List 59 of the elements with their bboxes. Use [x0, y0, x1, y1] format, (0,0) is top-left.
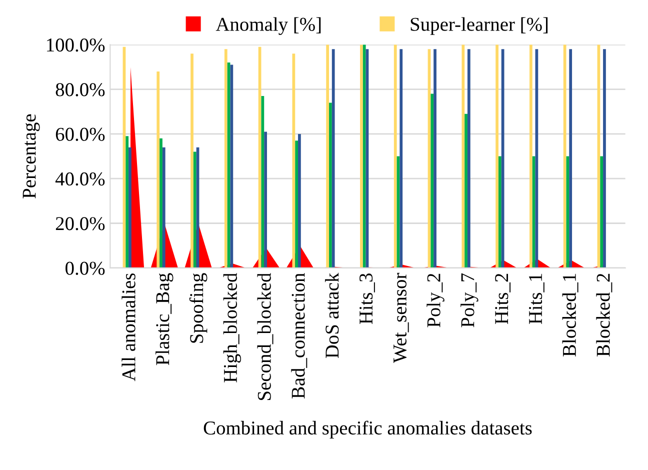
bar [464, 114, 468, 268]
x-tick-label: Bad_connection [291, 273, 308, 399]
y-tick-label: 100.0% [47, 38, 105, 52]
x-tick-label: Blocked_1 [562, 274, 578, 356]
x-tick-label: Poly_7 [460, 273, 478, 328]
x-tick-label: Hits_1 [529, 274, 544, 324]
y-tick-label: 20.0% [56, 217, 105, 230]
y-axis-title: Percentage [22, 114, 40, 198]
legend-label: Super-learner [%] [410, 17, 548, 35]
y-tick-label: 60.0% [56, 128, 105, 141]
bar [295, 140, 298, 268]
bar [160, 138, 162, 268]
bar [600, 156, 604, 268]
x-tick-label: Hits_2 [495, 274, 510, 324]
x-tick-label: All anomalies [122, 273, 136, 382]
bar [332, 49, 335, 268]
bar [162, 147, 166, 268]
bar [360, 44, 363, 268]
bar [430, 94, 434, 268]
x-tick-label: Poly_2 [426, 274, 444, 328]
bar [230, 64, 234, 268]
bar [126, 136, 129, 268]
y-tick-label: 80.0% [56, 83, 105, 96]
x-axis-title: Combined and specific anomalies datasets [204, 420, 532, 439]
bar [298, 134, 301, 268]
x-tick-label: Second_blocked [257, 273, 274, 400]
bar [400, 49, 403, 268]
bar [498, 156, 502, 268]
bar [496, 44, 498, 268]
bar [261, 96, 264, 268]
y-tick-label: 40.0% [55, 172, 105, 186]
x-tick-label: Spoofing [189, 273, 208, 343]
x-tick-label: Hits_3 [360, 274, 375, 324]
x-tick-label: High_blocked [223, 273, 242, 382]
bar [224, 49, 228, 268]
bar [156, 71, 160, 268]
bar [462, 44, 465, 268]
x-tick-label: DoS attack [325, 272, 339, 358]
bar [563, 44, 566, 268]
bar [190, 54, 194, 268]
x-tick-label: Blocked_2 [596, 274, 612, 356]
legend-label: Anomaly [%] [216, 17, 321, 35]
bar [529, 44, 532, 268]
bar [193, 152, 196, 268]
bar [329, 102, 332, 268]
bar [394, 44, 397, 268]
bar [532, 156, 536, 268]
bar [362, 44, 366, 268]
bar [128, 147, 132, 268]
bar [326, 44, 330, 268]
y-tick-label: 0.0% [66, 262, 105, 275]
bar [292, 54, 296, 268]
bar [467, 49, 470, 268]
bar [569, 49, 572, 268]
x-tick-label: Plastic_Bag [156, 273, 174, 366]
bar [264, 132, 267, 268]
x-tick-label: Wet_sensor [394, 272, 409, 363]
bar [603, 49, 606, 268]
bar [434, 49, 436, 268]
